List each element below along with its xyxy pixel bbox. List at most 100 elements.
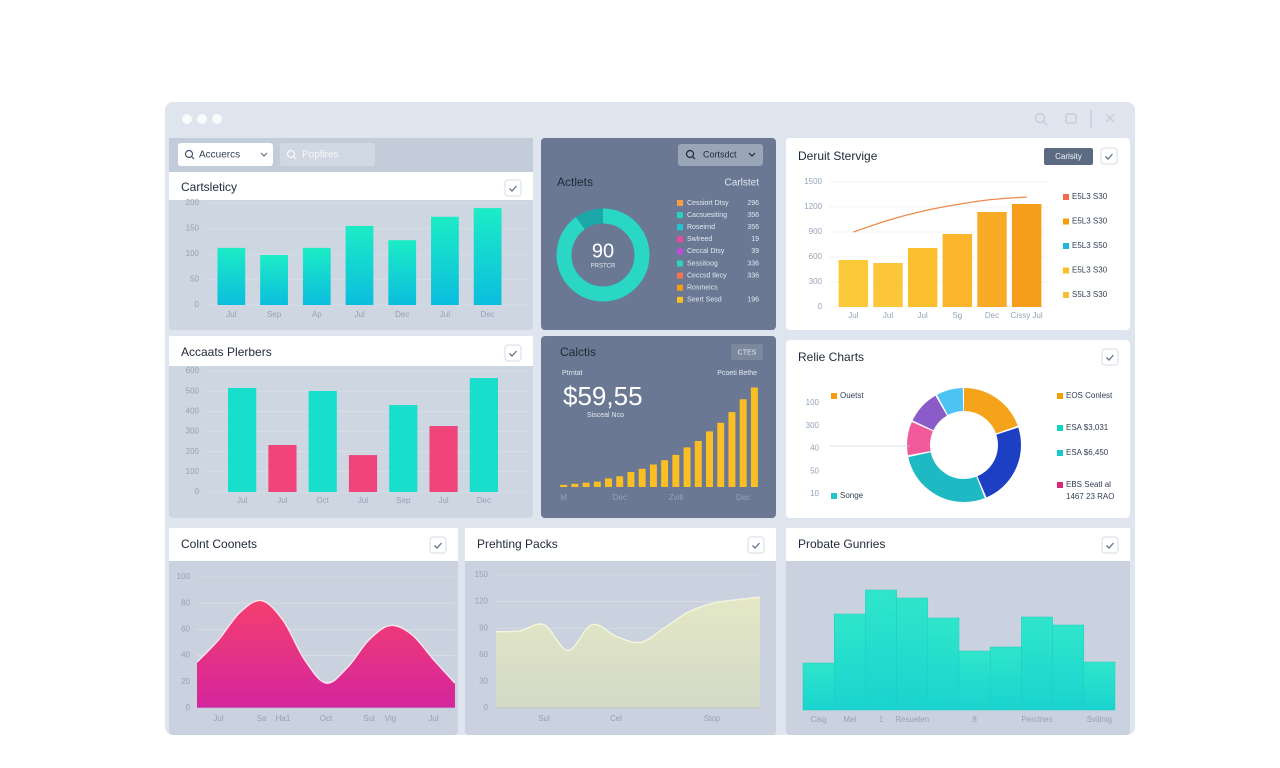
- bar: [942, 234, 973, 307]
- x-tick-label: Jul: [237, 496, 247, 505]
- bar: [1083, 661, 1116, 711]
- button-label: Cortsdct: [703, 149, 737, 159]
- legend-label: E5L3 S30: [1072, 192, 1108, 201]
- y-tick-label: 300: [186, 427, 200, 436]
- bar: [345, 225, 374, 305]
- x-tick-label: Jul: [358, 496, 368, 505]
- area-line: [196, 599, 456, 684]
- icon-button[interactable]: [1101, 536, 1119, 554]
- x-tick-label: Jul: [883, 311, 893, 320]
- button[interactable]: [678, 144, 763, 166]
- y-tick-label: 60: [181, 625, 190, 634]
- x-tick-label: Mel: [843, 715, 856, 724]
- legend-swatch: [677, 248, 683, 255]
- panel-title: Actlets: [557, 175, 593, 189]
- button[interactable]: [1044, 148, 1093, 165]
- badge[interactable]: [731, 344, 763, 360]
- legend-value: 296: [747, 200, 759, 207]
- bar: [1011, 204, 1042, 307]
- window-dot: [182, 114, 192, 124]
- y-tick-label: 30: [479, 677, 488, 686]
- y-tick-label: 150: [475, 570, 489, 579]
- bar: [429, 426, 458, 492]
- y-tick-label: 1200: [804, 202, 822, 211]
- icon-button[interactable]: [747, 536, 765, 554]
- icon-button[interactable]: [504, 179, 522, 197]
- panel-header: [169, 336, 533, 366]
- panel-title: Relie Charts: [798, 350, 864, 364]
- x-tick-label: Dec: [736, 493, 750, 502]
- bar: [473, 208, 502, 305]
- y-tick-label: 80: [181, 598, 190, 607]
- icon-button[interactable]: [429, 536, 447, 554]
- legend-swatch: [677, 272, 683, 279]
- y-tick-label: 600: [186, 366, 200, 375]
- check-icon: [752, 542, 760, 549]
- x-tick-label: Jul: [438, 496, 448, 505]
- bar: [728, 412, 736, 487]
- x-tick-label: Vig: [385, 714, 396, 723]
- y-tick-label: 20: [181, 677, 190, 686]
- trend-line: [853, 196, 1027, 233]
- panel-title: Colnt Coonets: [181, 537, 257, 551]
- legend-swatch: [677, 224, 683, 231]
- y-tick-label: 400: [186, 406, 200, 415]
- legend-swatch: [677, 260, 683, 267]
- search-icon-handle: [692, 156, 696, 160]
- legend-swatch: [677, 284, 683, 291]
- y-tick-label: 0: [195, 487, 200, 496]
- filter-text: Popfires: [302, 150, 339, 161]
- y-tick-label: 200: [186, 198, 200, 207]
- y-tick-label: 100: [186, 249, 200, 258]
- bar: [865, 589, 897, 711]
- bar: [268, 445, 297, 492]
- dropdown-chevron: [748, 152, 756, 157]
- y-tick-label: 40: [181, 651, 190, 660]
- x-tick-label: Dec: [613, 493, 627, 502]
- search-icon[interactable]: [1034, 112, 1046, 124]
- y-tick-label: 0: [484, 703, 489, 712]
- legend-label: EOS Conlest: [1066, 391, 1113, 400]
- legend-swatch: [1057, 482, 1063, 488]
- bar: [750, 387, 758, 487]
- legend-value: 196: [747, 297, 759, 304]
- panel-header: [169, 172, 533, 200]
- filter-input[interactable]: [280, 143, 375, 166]
- panel-subtitle: Carlstet: [725, 178, 760, 189]
- bar: [977, 212, 1007, 307]
- ring-segment: [907, 388, 1021, 502]
- icon-button[interactable]: [1100, 147, 1118, 165]
- legend-label: S5L3 S30: [1072, 290, 1108, 299]
- icon-button[interactable]: [1101, 348, 1119, 366]
- legend-value: 19: [751, 236, 759, 243]
- x-tick-label: Oct: [316, 496, 329, 505]
- icon-button[interactable]: [504, 344, 522, 362]
- y-tick-label: 0: [818, 302, 823, 311]
- bar: [593, 481, 601, 487]
- y-tick-label: 100: [186, 467, 200, 476]
- legend-swatch: [677, 200, 683, 206]
- bar: [1052, 624, 1085, 711]
- x-tick-label: Sep: [396, 496, 411, 505]
- x-tick-label: 1: [879, 715, 884, 724]
- y-tick-label: 200: [186, 447, 200, 456]
- button-label: Carlsity: [1055, 152, 1082, 161]
- y-tick-label: 120: [475, 597, 489, 606]
- panel-title: Cartsleticy: [181, 180, 237, 194]
- bar: [308, 390, 337, 492]
- y-tick-label: 0: [195, 300, 200, 309]
- bar: [302, 247, 331, 305]
- search-icon-handle: [191, 156, 195, 160]
- check-icon: [1106, 542, 1114, 549]
- search-input[interactable]: [178, 143, 273, 166]
- x-tick-label: Ha1: [276, 714, 291, 723]
- window-icon[interactable]: [1065, 113, 1077, 124]
- x-tick-label: Jul: [277, 496, 287, 505]
- legend-label: ESA $3,031: [1066, 423, 1109, 432]
- panel-title: Probate Gunries: [798, 537, 885, 551]
- legend-value: 336: [747, 272, 759, 279]
- close-icon[interactable]: [1105, 113, 1115, 123]
- x-tick-label: Jul: [213, 714, 223, 723]
- legend-swatch: [1057, 393, 1063, 399]
